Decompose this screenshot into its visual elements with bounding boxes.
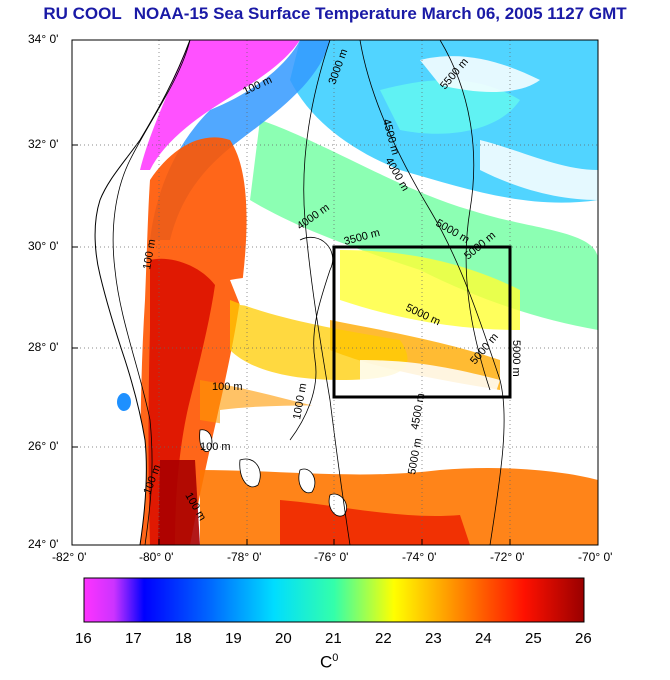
lon-label: -70° 0' bbox=[578, 550, 613, 564]
lon-label: -76° 0' bbox=[314, 550, 349, 564]
map-title: RU COOL NOAA-15 Sea Surface Temperature M… bbox=[0, 4, 670, 24]
sst-florida-current bbox=[158, 460, 200, 545]
sst-shelf-cold bbox=[140, 40, 300, 170]
lat-label: 26° 0' bbox=[28, 439, 59, 453]
cloud-gap-4 bbox=[480, 140, 598, 200]
sst-warm-band bbox=[230, 300, 408, 380]
colorbar-tick: 22 bbox=[375, 630, 392, 647]
colorbar bbox=[83, 577, 585, 623]
lon-label: -82° 0' bbox=[52, 550, 87, 564]
axis-ticks bbox=[71, 39, 599, 546]
sst-cool-patch bbox=[380, 80, 520, 134]
colorbar-unit: C0 bbox=[320, 652, 339, 672]
lon-label: -72° 0' bbox=[490, 550, 525, 564]
contour-deep-2 bbox=[359, 40, 505, 545]
colorbar-tick: 23 bbox=[425, 630, 442, 647]
colorbar-tick: 20 bbox=[275, 630, 292, 647]
contour-deep-3 bbox=[439, 40, 491, 391]
title-org: RU COOL bbox=[43, 4, 122, 23]
bahamas-island bbox=[298, 468, 316, 494]
lat-label: 24° 0' bbox=[28, 537, 59, 551]
colorbar-tick: 25 bbox=[525, 630, 542, 647]
cloud-gap-5 bbox=[420, 56, 540, 92]
lat-label: 30° 0' bbox=[28, 239, 59, 253]
colorbar-tick: 21 bbox=[325, 630, 342, 647]
sst-warm-streak bbox=[340, 250, 520, 330]
contour-100m bbox=[112, 40, 191, 545]
lon-label: -78° 0' bbox=[227, 550, 262, 564]
contour-deep bbox=[303, 40, 351, 545]
lat-label: 32° 0' bbox=[28, 137, 59, 151]
lat-label: 34° 0' bbox=[28, 32, 59, 46]
contour-escarpment bbox=[289, 237, 333, 441]
colorbar-tick: 24 bbox=[475, 630, 492, 647]
depth-contours bbox=[112, 40, 505, 545]
map-frame bbox=[71, 39, 599, 546]
sst-shelf-cool bbox=[150, 40, 330, 240]
lon-label: -80° 0' bbox=[139, 550, 174, 564]
title-text: NOAA-15 Sea Surface Temperature March 06… bbox=[133, 4, 627, 23]
contour-label: 100 m bbox=[200, 441, 231, 453]
colorbar-tick: 18 bbox=[175, 630, 192, 647]
colorbar-tick: 26 bbox=[575, 630, 592, 647]
sst-field: 100 m 100 m 100 m 100 m 3000 m 4500 m 40… bbox=[72, 40, 598, 545]
contour-label: 100 m bbox=[141, 238, 158, 270]
study-area-box bbox=[332, 245, 512, 399]
bahamas-island bbox=[328, 493, 347, 517]
contour-label: 5000 m bbox=[510, 340, 522, 377]
bahamas-island bbox=[239, 458, 261, 488]
colorbar-tick: 17 bbox=[125, 630, 142, 647]
colorbar-tick: 16 bbox=[75, 630, 92, 647]
florida-landmass bbox=[72, 40, 191, 545]
sst-south-hot bbox=[280, 500, 470, 545]
cloud-gap bbox=[230, 277, 340, 309]
lake-okeechobee bbox=[117, 393, 131, 411]
colorbar-tick: 19 bbox=[225, 630, 242, 647]
lon-label: -74° 0' bbox=[402, 550, 437, 564]
contour-label: 100 m bbox=[212, 381, 243, 393]
cloud-gap-3 bbox=[360, 360, 500, 395]
bahamas-island bbox=[199, 429, 213, 452]
lat-label: 28° 0' bbox=[28, 340, 59, 354]
